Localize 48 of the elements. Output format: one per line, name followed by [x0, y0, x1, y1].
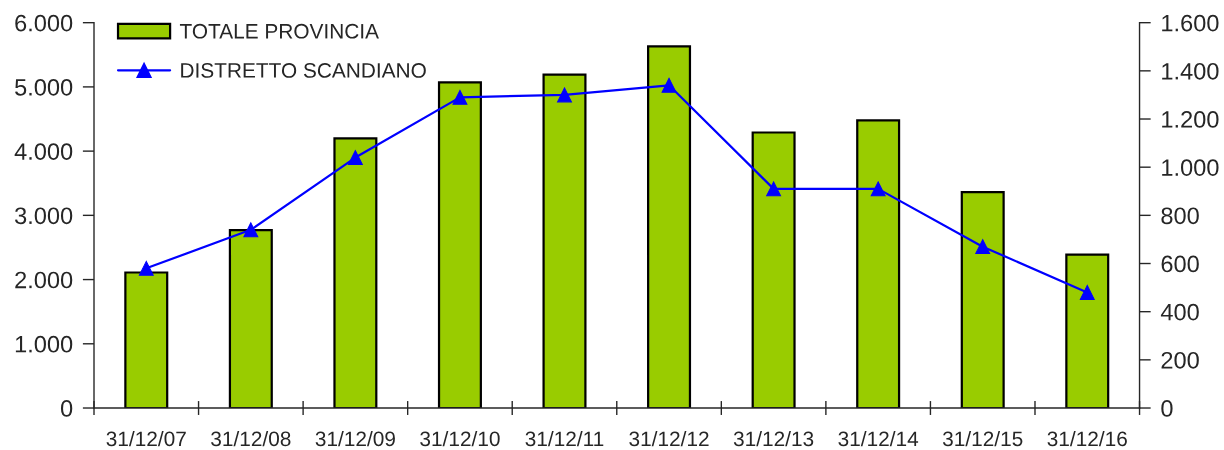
bar: [333, 137, 378, 409]
point: [766, 181, 782, 197]
y2-tick-label: 1.200: [1162, 111, 1219, 128]
legend-label: DISTRETTO SCANDIANO: [181, 63, 426, 78]
x-tick-label: 31/12/11: [525, 430, 604, 447]
y-tick-label: 2.000: [15, 271, 73, 289]
y2-tick-label: 400: [1160, 303, 1199, 321]
x-tick-label: 31/12/09: [315, 430, 395, 447]
y2-tick-label: 600: [1161, 255, 1199, 273]
point: [975, 239, 991, 255]
x-tick-label: 31/12/07: [106, 430, 186, 447]
x-tick-label: 31/12/13: [733, 430, 814, 447]
point: [1079, 284, 1095, 300]
bar: [751, 131, 796, 409]
y2-tick-label: 0: [1161, 400, 1173, 417]
x-tick-label: 31/12/15: [942, 430, 1023, 447]
y-tick-label: 1.000: [15, 335, 73, 353]
point: [661, 77, 677, 93]
bar: [437, 81, 482, 409]
bar: [1065, 253, 1110, 409]
y2-tick-label: 200: [1161, 351, 1199, 369]
x-tick-label: 31/12/16: [1047, 430, 1127, 447]
bar: [228, 229, 273, 409]
y-tick-label: 5.000: [15, 78, 73, 96]
point: [138, 260, 154, 276]
legend-label: TOTALE PROVINCIA: [179, 23, 379, 39]
y-tick-label: 3.000: [14, 207, 73, 225]
bar: [960, 191, 1005, 409]
y-tick-label: 4.000: [14, 143, 73, 160]
x-tick-label: 31/12/12: [629, 430, 709, 447]
y2-tick-label: 1.600: [1162, 14, 1219, 32]
x-tick-label: 31/12/14: [838, 430, 919, 447]
y-tick-label: 0: [60, 400, 73, 417]
x-tick-label: 31/12/10: [420, 430, 500, 447]
x-tick-label: 31/12/08: [211, 430, 291, 447]
bar: [542, 73, 587, 409]
bar: [856, 119, 901, 409]
point: [452, 89, 468, 105]
y2-tick-label: 1.000: [1162, 159, 1219, 176]
y2-tick-label: 1.400: [1162, 62, 1219, 80]
point: [870, 181, 886, 197]
y-tick-label: 6.000: [15, 14, 73, 32]
bar: [647, 45, 692, 409]
point: [557, 87, 572, 103]
y2-tick-label: 800: [1161, 207, 1199, 225]
point: [243, 222, 259, 238]
bar: [124, 271, 169, 409]
point: [347, 150, 363, 166]
